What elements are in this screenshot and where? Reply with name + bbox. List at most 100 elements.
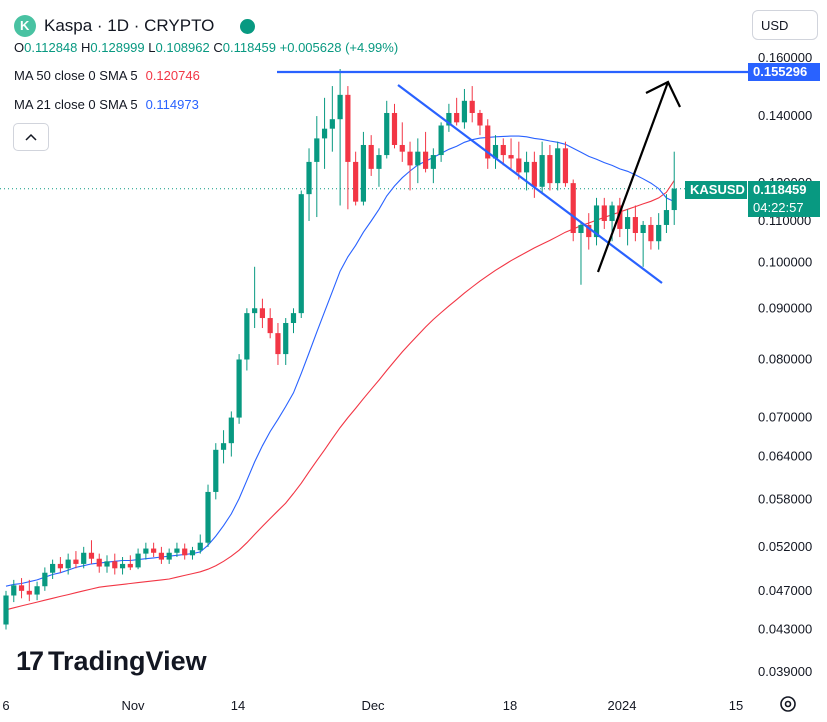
candle-body xyxy=(314,138,320,162)
candle xyxy=(81,546,87,569)
candle-body xyxy=(384,112,390,156)
ma21-legend[interactable]: MA 21 close 0 SMA 5 0.114973 xyxy=(14,97,199,112)
candle-body xyxy=(430,155,436,169)
candle xyxy=(143,542,149,560)
candle-body xyxy=(625,217,631,229)
candle xyxy=(3,590,9,630)
candle-body xyxy=(306,161,312,195)
price-tick-label: 0.070000 xyxy=(758,410,812,425)
candle xyxy=(189,546,196,560)
candle-body xyxy=(112,561,118,569)
gear-icon[interactable] xyxy=(778,694,798,714)
price-tick-label: 0.090000 xyxy=(758,300,812,315)
open-label: O xyxy=(14,40,25,55)
candle-body xyxy=(329,119,335,129)
candle xyxy=(166,548,172,564)
candle-body xyxy=(609,205,615,221)
candle xyxy=(477,109,483,136)
symbol-tag: KASUSD xyxy=(685,181,747,199)
symbol-title-text: Kaspa · 1D · CRYPTO xyxy=(44,16,215,35)
candle-body xyxy=(353,161,359,202)
change-value: +0.005628 (+4.99%) xyxy=(279,40,399,55)
candle-body xyxy=(617,205,623,229)
collapse-legend-button[interactable] xyxy=(13,123,49,151)
candle-body xyxy=(648,224,654,242)
time-tick-label: 18 xyxy=(503,698,517,713)
candle xyxy=(135,548,141,570)
candle xyxy=(11,579,17,603)
candle xyxy=(50,559,56,579)
price-tick-label: 0.080000 xyxy=(758,351,812,366)
candle-body xyxy=(477,112,483,126)
candle-body xyxy=(469,100,475,113)
candle-body xyxy=(438,125,444,156)
candle-body xyxy=(593,205,600,238)
candle-body xyxy=(368,144,374,169)
candle xyxy=(492,135,499,169)
time-axis[interactable]: 6 Nov 14 Dec 18 2024 15 xyxy=(2,698,743,713)
candle-body xyxy=(213,449,219,492)
candle xyxy=(438,122,444,162)
last-price-tag: 0.118459 xyxy=(748,181,820,199)
candle xyxy=(578,220,584,285)
resistance-price-tag: 0.155296 xyxy=(748,63,820,81)
market-status-icon[interactable] xyxy=(240,18,256,34)
candle-body xyxy=(174,548,180,553)
currency-select[interactable]: USD xyxy=(752,10,818,40)
candle-body xyxy=(422,151,429,169)
ma21-label: MA 21 close 0 SMA 5 xyxy=(14,97,138,112)
symbol-title[interactable]: Kaspa · 1D · CRYPTO xyxy=(14,15,256,37)
price-axis[interactable]: 0.1600000.1400000.1200000.1100000.100000… xyxy=(758,50,812,679)
candle-body xyxy=(96,558,102,567)
candle-body xyxy=(555,148,561,184)
candle-body xyxy=(57,563,63,569)
candle xyxy=(656,213,662,250)
candle-body xyxy=(143,548,149,554)
time-tick-label: 15 xyxy=(729,698,743,713)
candle-body xyxy=(321,128,328,139)
candle xyxy=(640,220,646,267)
candle-body xyxy=(65,559,71,569)
candle-body xyxy=(461,100,468,123)
candle xyxy=(182,543,188,560)
candle xyxy=(360,131,367,206)
ma50-legend[interactable]: MA 50 close 0 SMA 5 0.120746 xyxy=(14,68,200,83)
candle xyxy=(353,151,359,206)
candle xyxy=(275,323,281,365)
candle-body xyxy=(360,144,367,202)
chevron-up-icon xyxy=(25,133,37,141)
tradingview-watermark[interactable]: 17 TradingView xyxy=(16,646,207,677)
candle-body xyxy=(182,548,188,556)
candle xyxy=(57,557,63,573)
candle xyxy=(112,553,118,575)
candle xyxy=(283,318,289,365)
candle-body xyxy=(485,125,491,159)
candle xyxy=(446,103,452,132)
candle-body xyxy=(34,586,40,595)
price-tick-label: 0.100000 xyxy=(758,254,812,269)
candle-body xyxy=(454,112,460,123)
candle-body xyxy=(562,148,569,184)
candle-body xyxy=(42,572,48,587)
candle-body xyxy=(275,333,281,355)
candle-body xyxy=(267,318,273,334)
candle-body xyxy=(640,224,646,234)
candle xyxy=(422,131,429,173)
candle xyxy=(617,197,623,238)
candle xyxy=(500,138,506,166)
candle xyxy=(399,122,405,162)
candle xyxy=(73,551,79,569)
close-label: C xyxy=(213,40,223,55)
candle-body xyxy=(73,559,79,564)
candle xyxy=(407,141,413,191)
candle-body xyxy=(601,205,607,221)
candle-body xyxy=(252,308,258,314)
candle xyxy=(197,534,203,554)
candle xyxy=(384,100,390,159)
price-tick-label: 0.064000 xyxy=(758,449,812,464)
candle-body xyxy=(151,548,157,553)
candle xyxy=(461,88,468,129)
candle xyxy=(18,578,25,599)
candle-body xyxy=(586,224,592,238)
